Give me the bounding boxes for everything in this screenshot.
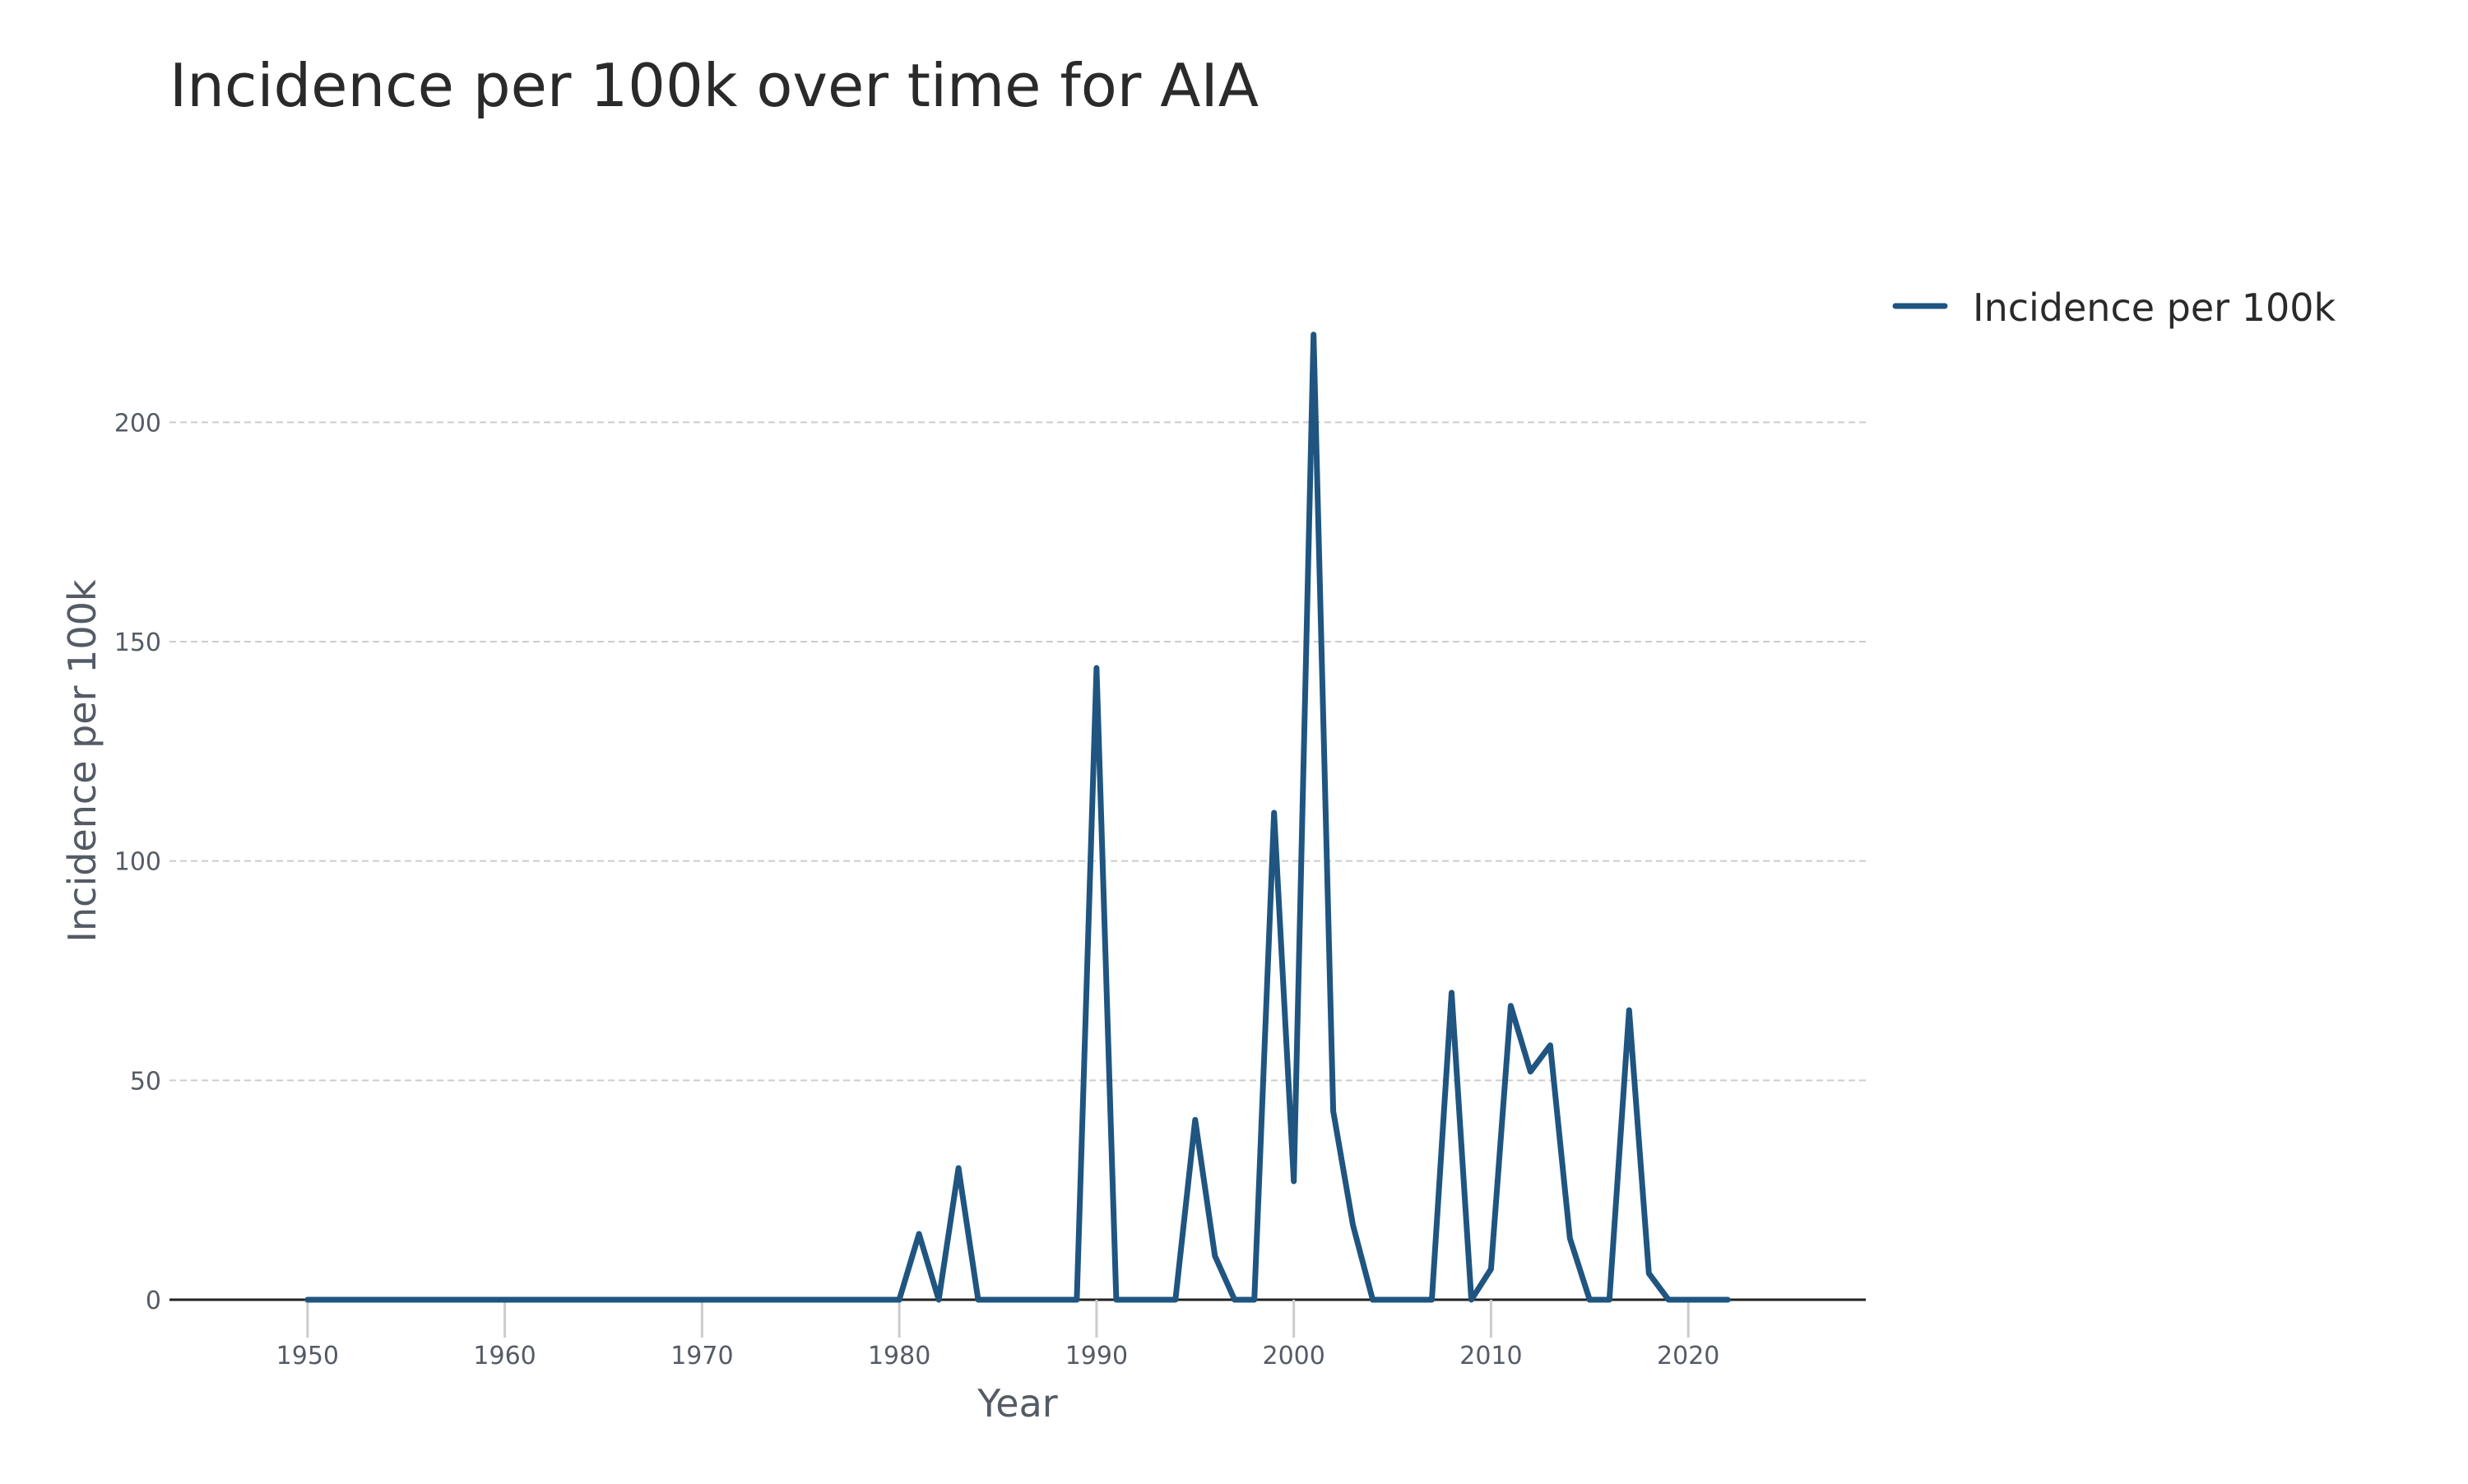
data-point	[817, 1296, 823, 1303]
data-point	[619, 1296, 626, 1303]
data-point	[1606, 1296, 1612, 1303]
data-point	[1330, 1108, 1337, 1115]
data-point	[1685, 1296, 1691, 1303]
x-tick-label: 2020	[1657, 1342, 1719, 1370]
data-point	[1014, 1296, 1021, 1303]
series-line	[304, 332, 1731, 1303]
data-point	[364, 1296, 370, 1303]
data-point	[1586, 1296, 1593, 1303]
x-tick-label: 1990	[1065, 1342, 1128, 1370]
data-point	[443, 1296, 449, 1303]
y-tick-label: 150	[114, 628, 161, 657]
data-point	[581, 1296, 587, 1303]
data-point	[1724, 1296, 1731, 1303]
x-tick-label: 1980	[868, 1342, 930, 1370]
data-point	[1665, 1296, 1672, 1303]
legend-label: Incidence per 100k	[1973, 285, 2336, 330]
data-point	[797, 1296, 804, 1303]
gridlines	[169, 421, 1866, 1082]
data-point	[1153, 1296, 1159, 1303]
data-point	[1409, 1296, 1416, 1303]
data-point	[403, 1296, 410, 1303]
data-point	[1350, 1222, 1357, 1228]
data-point	[522, 1296, 528, 1303]
data-point	[423, 1296, 429, 1303]
x-tick-label: 1970	[670, 1342, 733, 1370]
data-point	[462, 1296, 469, 1303]
data-point	[698, 1296, 705, 1303]
data-point	[916, 1231, 922, 1237]
data-point	[1113, 1296, 1120, 1303]
data-point	[1448, 990, 1454, 996]
series-layer	[304, 332, 1731, 1303]
data-point	[541, 1296, 548, 1303]
data-point	[344, 1296, 350, 1303]
y-tick-label: 200	[114, 409, 161, 438]
data-point	[1054, 1296, 1060, 1303]
data-point	[1429, 1296, 1436, 1303]
data-point	[1468, 1296, 1474, 1303]
legend[interactable]: Incidence per 100k	[1892, 285, 2336, 330]
x-tick-label: 2010	[1459, 1342, 1522, 1370]
data-point	[679, 1296, 685, 1303]
chart-title: Incidence per 100k over time for AIA	[169, 51, 1259, 120]
axis-labels: Year Incidence per 100k	[60, 579, 1058, 1426]
data-point	[383, 1296, 390, 1303]
data-point	[1507, 1003, 1514, 1009]
data-point	[758, 1296, 764, 1303]
data-point	[1133, 1296, 1139, 1303]
data-point	[1645, 1270, 1652, 1277]
data-point	[1034, 1296, 1041, 1303]
data-point	[1705, 1296, 1711, 1303]
data-point	[856, 1296, 863, 1303]
x-tick-label: 1960	[473, 1342, 536, 1370]
data-point	[600, 1296, 606, 1303]
y-tick-label: 0	[146, 1287, 161, 1315]
x-tick-label: 1950	[276, 1342, 339, 1370]
data-point	[1251, 1296, 1258, 1303]
data-point	[1370, 1296, 1376, 1303]
data-point	[718, 1296, 725, 1303]
data-point	[1271, 809, 1278, 816]
data-point	[1291, 1178, 1297, 1185]
data-point	[1566, 1235, 1573, 1241]
data-point	[1547, 1042, 1553, 1049]
y-axis-title: Incidence per 100k	[60, 579, 104, 942]
data-point	[324, 1296, 331, 1303]
data-point	[777, 1296, 784, 1303]
data-point	[1389, 1296, 1396, 1303]
data-point	[738, 1296, 745, 1303]
data-point	[561, 1296, 568, 1303]
data-point	[659, 1296, 666, 1303]
y-tick-label: 50	[130, 1067, 161, 1096]
data-point	[896, 1296, 902, 1303]
data-point	[1232, 1296, 1238, 1303]
data-point	[639, 1296, 646, 1303]
data-point	[935, 1296, 942, 1303]
y-tick-label: 100	[114, 848, 161, 877]
data-point	[1487, 1266, 1494, 1273]
data-point	[955, 1165, 962, 1171]
data-point	[1212, 1253, 1218, 1259]
data-point	[1626, 1007, 1632, 1013]
data-point	[837, 1296, 843, 1303]
data-point	[1172, 1296, 1179, 1303]
data-point	[304, 1296, 311, 1303]
data-point	[1527, 1069, 1533, 1075]
axes: 0 50 100 150 200 1950 1960 1970 1980 1990 2000 2010…	[114, 409, 1866, 1370]
data-point	[975, 1296, 981, 1303]
x-axis-title: Year	[977, 1381, 1057, 1426]
data-point	[502, 1296, 508, 1303]
data-point	[995, 1296, 1001, 1303]
data-point	[1311, 332, 1317, 338]
data-point	[1074, 1296, 1080, 1303]
data-point	[482, 1296, 489, 1303]
x-tick-label: 2000	[1262, 1342, 1324, 1370]
data-point	[1192, 1116, 1199, 1123]
data-point	[1093, 665, 1100, 671]
data-point	[876, 1296, 883, 1303]
